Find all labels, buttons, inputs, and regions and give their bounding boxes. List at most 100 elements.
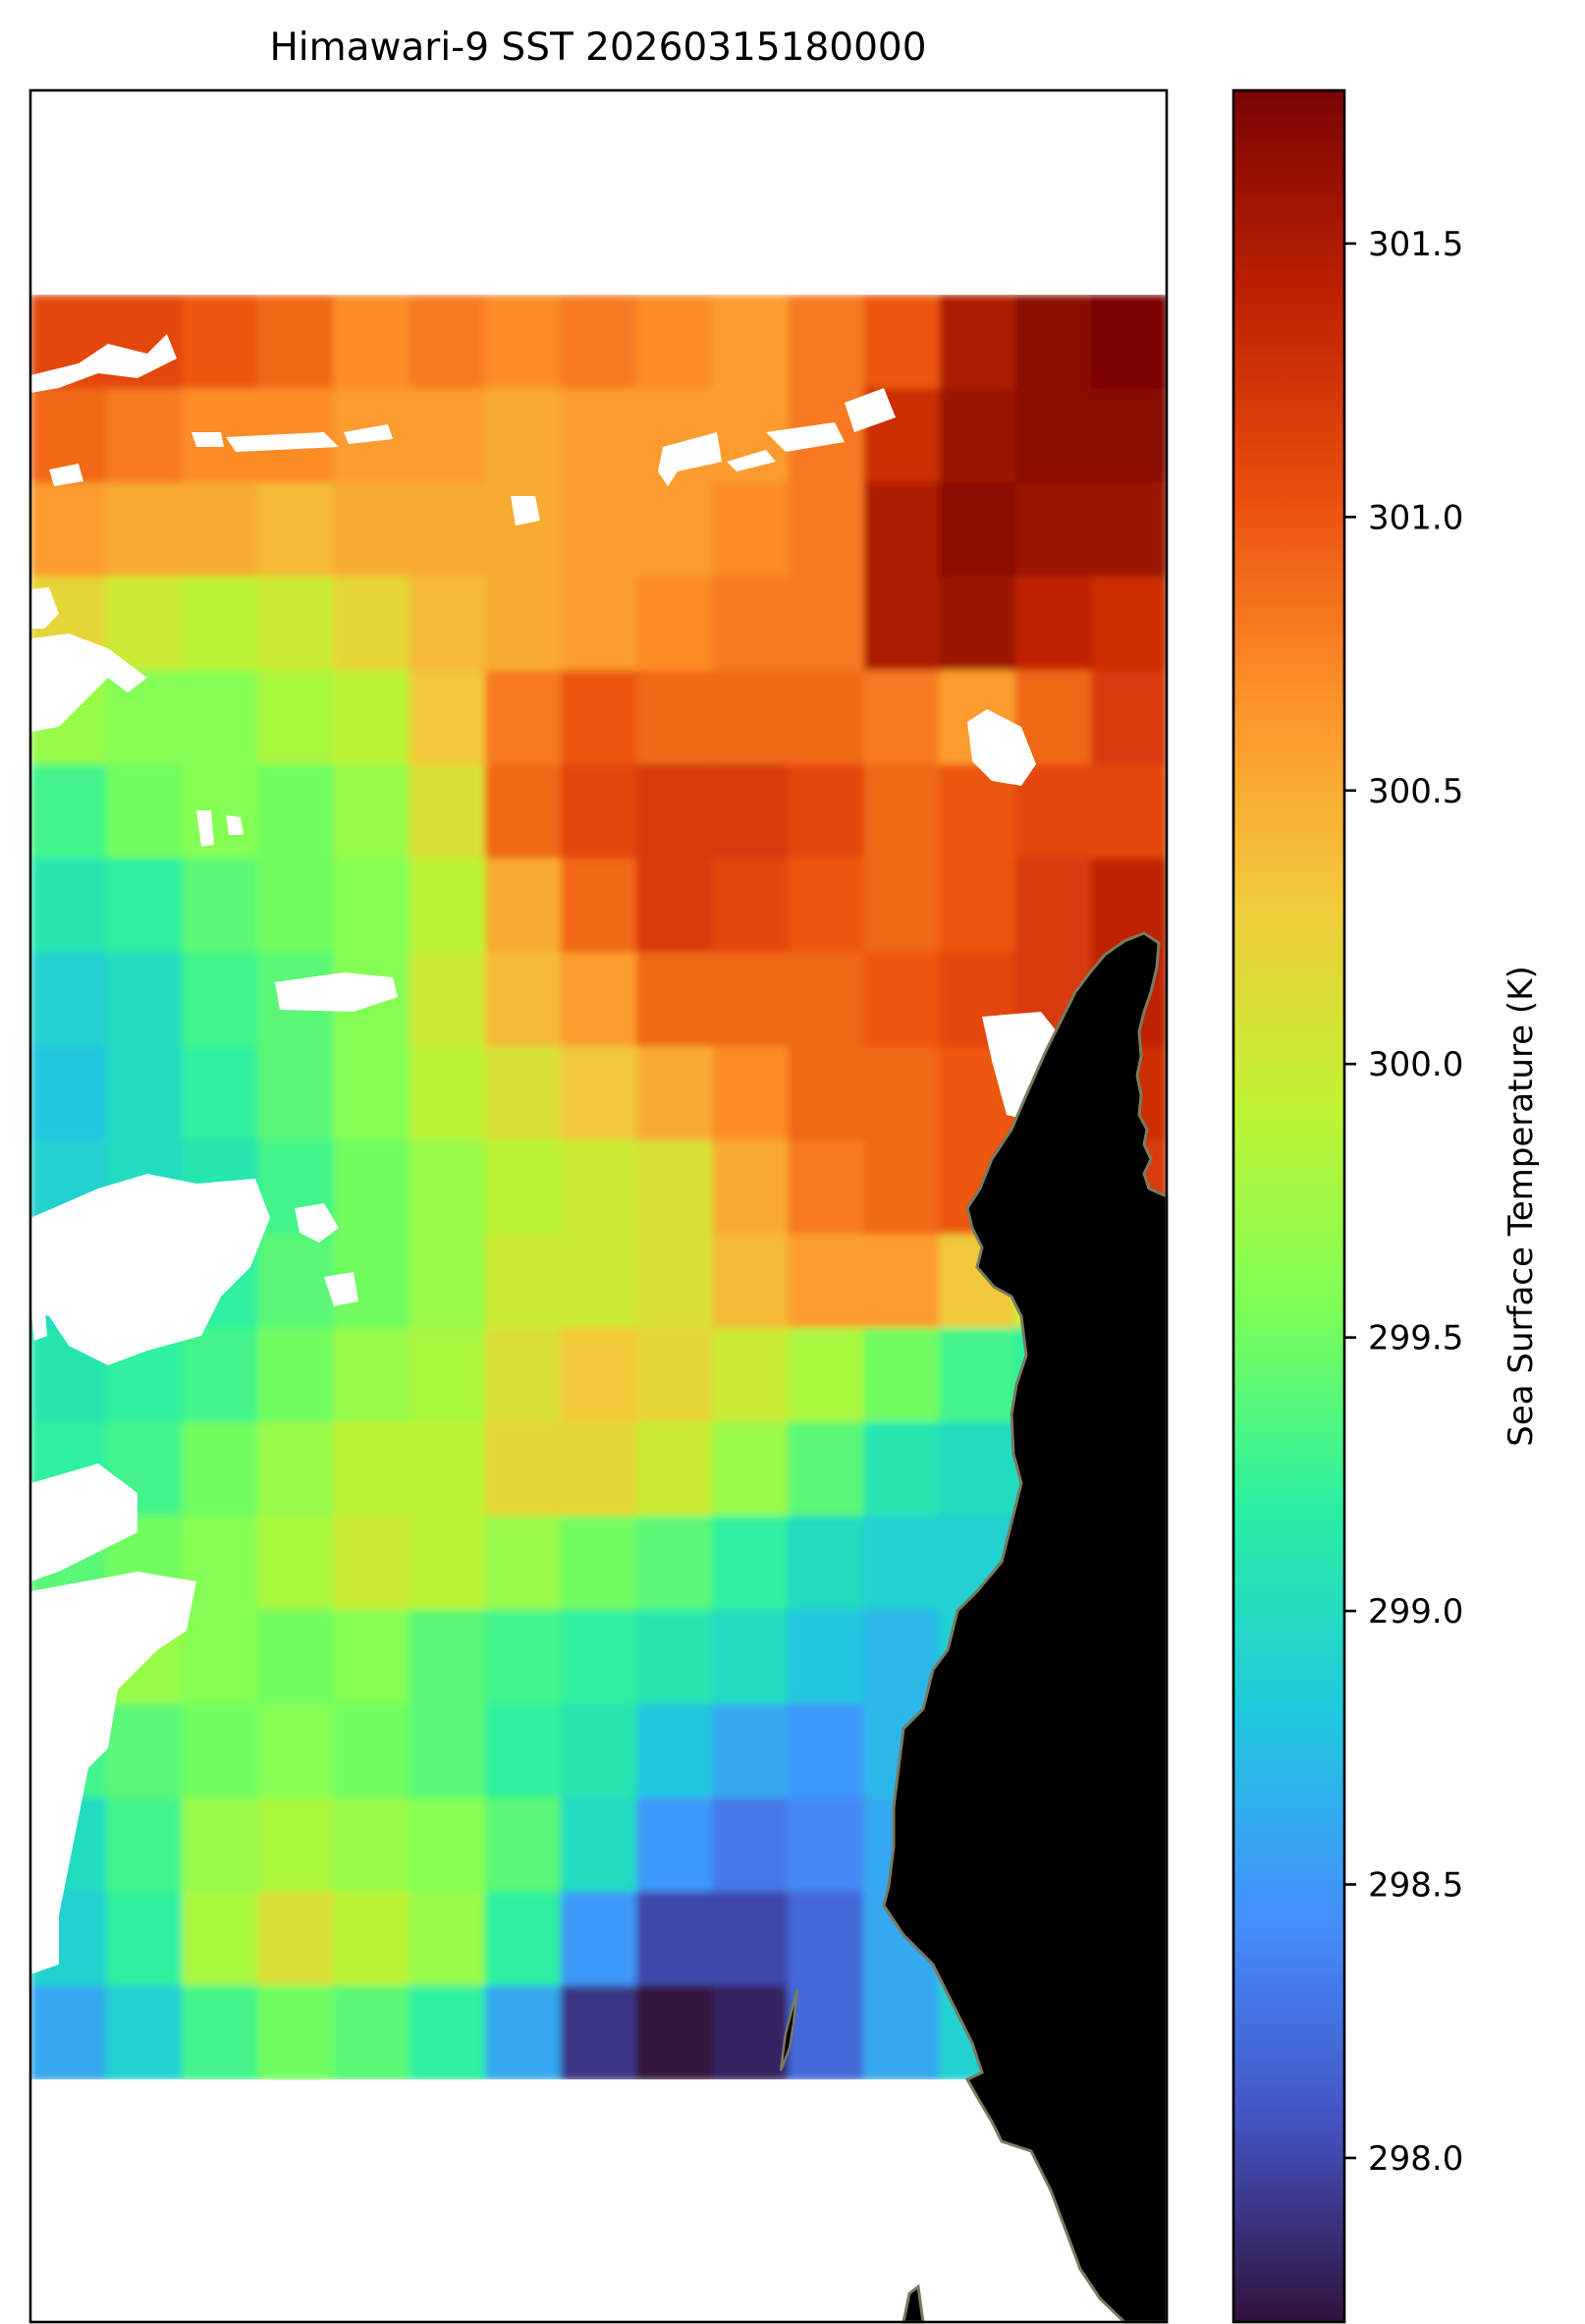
sst-cell	[560, 670, 638, 766]
sst-cell	[106, 858, 184, 954]
sst-cell	[333, 295, 411, 391]
sst-cell	[257, 1985, 335, 2079]
sst-cell	[560, 482, 638, 579]
sst-cell	[333, 1327, 411, 1423]
sst-cell	[1014, 388, 1093, 484]
sst-cell	[560, 576, 638, 672]
sst-cell	[712, 764, 790, 860]
land-mass	[882, 931, 1169, 2324]
sst-cell	[863, 1046, 942, 1142]
sst-cell	[636, 576, 714, 672]
cloud-patch	[30, 334, 177, 393]
sst-cell	[1090, 576, 1167, 672]
sst-cell	[484, 1703, 563, 1799]
colorbar-tick-label: 300.5	[1368, 772, 1463, 811]
sst-cell	[1090, 295, 1167, 391]
sst-cell	[863, 1234, 942, 1330]
sst-cell	[257, 482, 335, 579]
sst-cell	[257, 295, 335, 391]
sst-cell	[636, 482, 714, 579]
cloud-patch	[49, 464, 83, 486]
sst-cell	[560, 764, 638, 860]
sst-cell	[257, 1703, 335, 1799]
sst-cell	[636, 1985, 714, 2079]
cloud-patch	[30, 634, 147, 732]
sst-cell	[863, 1327, 942, 1423]
colorbar-frame	[1231, 88, 1346, 2324]
sst-cell	[333, 1985, 411, 2079]
sst-cell	[939, 388, 1017, 484]
sst-cell	[636, 952, 714, 1048]
sst-cell	[106, 670, 184, 766]
colorbar-tick-label: 301.5	[1368, 225, 1463, 264]
colorbar-tick-label: 298.0	[1368, 2139, 1463, 2179]
colorbar-tick-label: 299.0	[1368, 1592, 1463, 1632]
sst-cell	[484, 1891, 563, 1987]
cloud-patch	[727, 450, 776, 471]
cloud-patch	[226, 815, 244, 835]
sst-cell	[636, 1327, 714, 1423]
sst-cell	[106, 764, 184, 860]
sst-cell	[182, 1891, 259, 1987]
sst-cell	[1014, 482, 1093, 579]
sst-cell	[939, 1421, 1017, 1518]
sst-cell	[560, 1516, 638, 1612]
sst-cell	[409, 1798, 487, 1894]
sst-cell	[636, 1139, 714, 1236]
sst-cell	[863, 1516, 942, 1612]
sst-cell	[182, 858, 259, 954]
cloud-patch	[344, 424, 393, 444]
sst-cell	[333, 1421, 411, 1518]
sst-cell	[333, 670, 411, 766]
sst-cell	[712, 1327, 790, 1423]
sst-cell	[636, 1609, 714, 1705]
sst-cell	[409, 576, 487, 672]
sst-cell	[863, 764, 942, 860]
sst-cell	[106, 1046, 184, 1142]
sst-cell	[863, 952, 942, 1048]
sst-cell	[788, 1985, 865, 2079]
cloud-patch	[30, 1464, 137, 1581]
cloud-patch	[845, 388, 896, 432]
sst-cell	[712, 1234, 790, 1330]
sst-cell	[560, 1985, 638, 2079]
sst-cell	[560, 858, 638, 954]
sst-cell	[333, 1798, 411, 1894]
colorbar-tick-label: 299.5	[1368, 1319, 1463, 1358]
sst-cell	[30, 482, 108, 579]
sst-cell	[484, 1421, 563, 1518]
cloud-patch	[275, 972, 398, 1012]
sst-cell	[106, 576, 184, 672]
sst-cell	[333, 858, 411, 954]
sst-cell	[636, 295, 714, 391]
sst-cell	[30, 858, 108, 954]
sst-cell	[788, 1139, 865, 1236]
sst-cell	[333, 1516, 411, 1612]
sst-cell	[484, 1609, 563, 1705]
sst-cell	[636, 1421, 714, 1518]
sst-cell	[788, 764, 865, 860]
sst-cell	[636, 1891, 714, 1987]
sst-cell	[788, 858, 865, 954]
sst-cell	[1090, 764, 1167, 860]
sst-cell	[409, 952, 487, 1048]
sst-cell	[333, 1139, 411, 1236]
sst-cell	[939, 1327, 1017, 1423]
sst-cell	[863, 576, 942, 672]
sst-cell	[409, 295, 487, 391]
sst-cell	[257, 858, 335, 954]
sst-cell	[712, 952, 790, 1048]
sst-cell	[636, 764, 714, 860]
sst-cell	[636, 1516, 714, 1612]
sst-cell	[863, 1985, 942, 2079]
sst-cell	[409, 388, 487, 484]
sst-cell	[560, 388, 638, 484]
sst-cell	[106, 388, 184, 484]
sst-cell	[257, 1891, 335, 1987]
sst-cell	[409, 1703, 487, 1799]
sst-cell	[788, 670, 865, 766]
sst-cell	[182, 1046, 259, 1142]
sst-cell	[409, 1234, 487, 1330]
sst-cell	[409, 1046, 487, 1142]
map-axes	[28, 88, 1169, 2324]
